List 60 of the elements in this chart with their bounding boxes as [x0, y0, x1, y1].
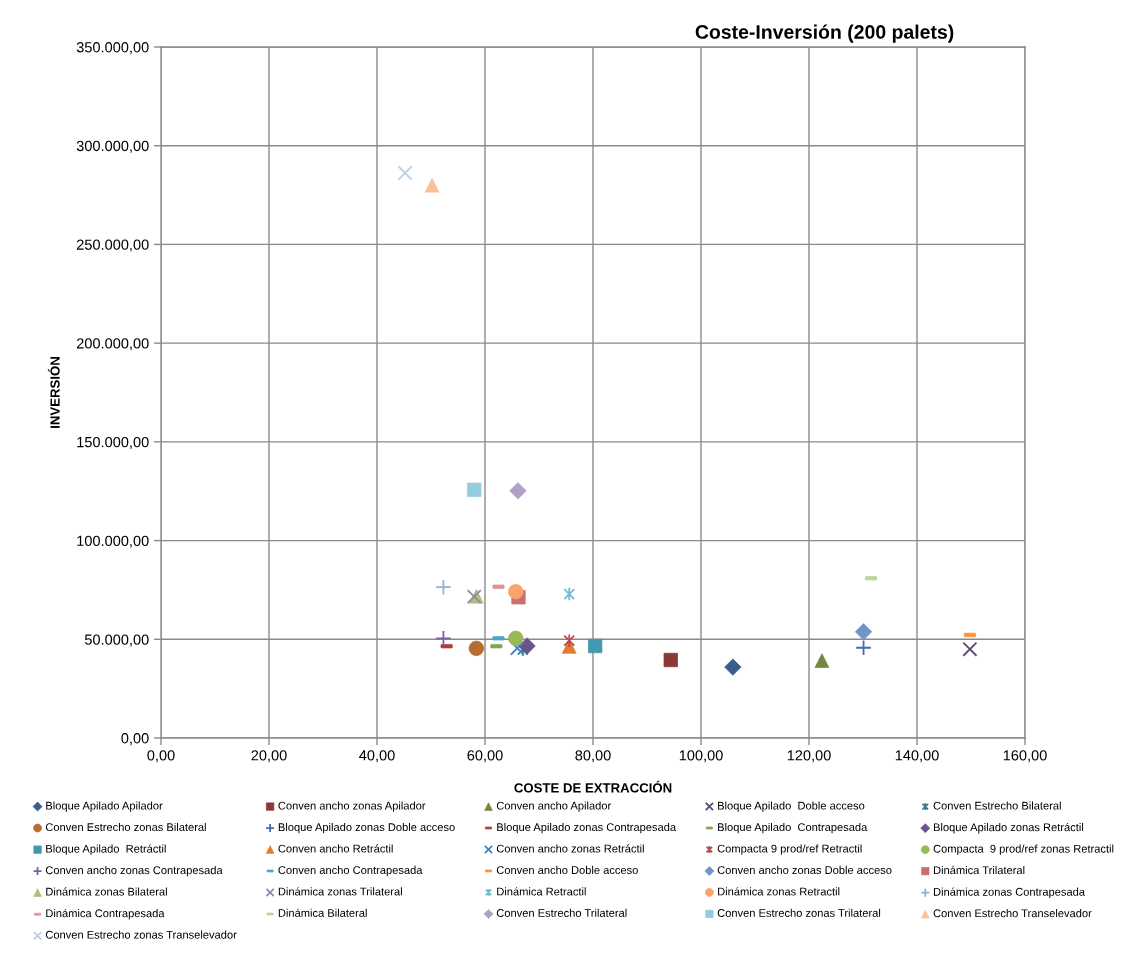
- legend-label: Dinámica zonas Contrapesada: [933, 887, 1085, 898]
- legend-label: Conven Estrecho zonas Trilateral: [717, 908, 881, 917]
- x-tick-label: 160,00: [1003, 750, 1047, 763]
- legend-label: Dinámica Retractil: [497, 887, 586, 896]
- point: [435, 578, 452, 596]
- legend-label: Compacta 9 prod/ref Retractil: [717, 844, 862, 855]
- x-tick-label: 20,00: [251, 750, 287, 763]
- legend-label: Dinámica Trilateral: [933, 865, 1025, 875]
- legend-label: Compacta 9 prod/ref zonas Retractil: [933, 844, 1114, 855]
- x-tick-label: 0,00: [147, 750, 175, 763]
- y-tick-label: 150.000,00: [77, 436, 149, 450]
- legend-label: Bloque Apilado Contrapesada: [718, 822, 868, 834]
- legend-label: Dinámica Contrapesada: [46, 908, 165, 920]
- x-tick-label: 80,00: [575, 750, 611, 763]
- point: [962, 641, 978, 657]
- legend-label: Conven Estrecho Trilateral: [496, 908, 627, 917]
- point: [435, 630, 452, 647]
- legend-label: Bloque Apilado Retráctil: [46, 844, 166, 855]
- legend-label: Conven ancho zonas Doble acceso: [717, 865, 892, 875]
- legend-label: Bloque Apilado Apilador: [46, 801, 163, 812]
- legend-label: Bloque Apilado zonas Doble acceso: [278, 822, 455, 834]
- point: [855, 639, 872, 656]
- legend-label: Conven Estrecho zonas Bilateral: [45, 822, 206, 832]
- legend-label: Conven ancho Retráctil: [278, 844, 393, 853]
- point: [563, 586, 576, 602]
- legend-label: Conven ancho zonas Contrapesada: [45, 865, 223, 877]
- y-axis-title: INVERSIÓN: [47, 357, 60, 428]
- y-tick-label: 250.000,00: [76, 239, 149, 252]
- legend-label: Conven Estrecho zonas Transelevador: [45, 930, 237, 939]
- legend-label: Conven ancho Doble acceso: [496, 865, 638, 875]
- legend-label: Dinámica Bilateral: [278, 908, 367, 917]
- x-tick-label: 100,00: [679, 750, 723, 763]
- legend-label: Bloque Apilado zonas Retráctil: [933, 822, 1084, 834]
- legend-label: Conven ancho Apilador: [496, 801, 612, 812]
- legend-label: Conven Estrecho Bilateral: [933, 801, 1061, 810]
- y-tick-label: 300.000,00: [76, 140, 149, 153]
- legend-label: Conven ancho zonas Apilador: [278, 801, 426, 812]
- point: [509, 640, 525, 656]
- x-tick-label: 40,00: [359, 750, 395, 763]
- point: [563, 633, 576, 648]
- chart-title: Coste-Inversión (200 palets): [695, 24, 954, 43]
- legend-label: Conven ancho Contrapesada: [278, 865, 423, 877]
- legend-label: Conven ancho zonas Retráctil: [496, 844, 644, 853]
- x-tick-label: 140,00: [895, 750, 939, 763]
- x-tick-label: 60,00: [467, 750, 503, 763]
- legend-label: Dinámica zonas Bilateral: [46, 887, 167, 896]
- y-tick-label: 200.000,00: [76, 338, 149, 351]
- legend-label: Bloque Apilado Doble acceso: [718, 801, 865, 812]
- legend-label: Dinámica zonas Retractil: [718, 887, 840, 896]
- legend-label: Conven Estrecho Transelevador: [933, 909, 1092, 918]
- x-tick-label: 120,00: [787, 750, 831, 763]
- y-tick-label: 100.000,00: [77, 535, 149, 548]
- legend-label: Bloque Apilado zonas Contrapesada: [497, 822, 677, 834]
- point: [509, 482, 527, 500]
- legend-label: Dinámica zonas Trilateral: [278, 887, 402, 896]
- y-tick-label: 0,00: [121, 733, 149, 746]
- point: [397, 165, 413, 181]
- y-tick-label: 350.000,00: [76, 42, 149, 55]
- x-axis-title: COSTE DE EXTRACCIÓN: [514, 780, 672, 793]
- y-tick-label: 50.000,00: [84, 634, 149, 647]
